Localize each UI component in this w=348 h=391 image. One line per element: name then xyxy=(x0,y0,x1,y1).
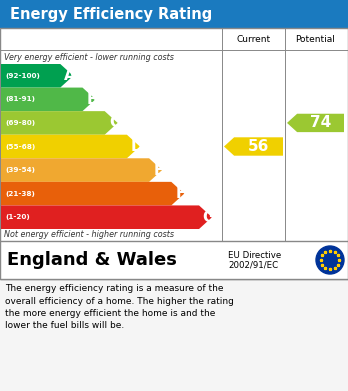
Polygon shape xyxy=(1,135,140,158)
Bar xyxy=(0,0,348,28)
Polygon shape xyxy=(287,114,344,132)
Polygon shape xyxy=(1,88,95,111)
Text: (92-100): (92-100) xyxy=(5,73,40,79)
Text: (55-68): (55-68) xyxy=(5,143,35,149)
Text: Energy Efficiency Rating: Energy Efficiency Rating xyxy=(10,7,212,22)
Text: (69-80): (69-80) xyxy=(5,120,35,126)
Text: (39-54): (39-54) xyxy=(5,167,35,173)
Bar xyxy=(0,28,348,279)
Polygon shape xyxy=(1,158,162,182)
Text: 56: 56 xyxy=(248,139,269,154)
Text: Potential: Potential xyxy=(295,34,335,43)
Text: (21-38): (21-38) xyxy=(5,191,35,197)
Text: Current: Current xyxy=(236,34,270,43)
Text: F: F xyxy=(176,186,186,201)
Bar xyxy=(0,241,348,279)
Text: G: G xyxy=(203,210,215,225)
Circle shape xyxy=(316,246,344,274)
Text: C: C xyxy=(109,115,120,131)
Text: England & Wales: England & Wales xyxy=(7,251,177,269)
Polygon shape xyxy=(1,182,184,205)
Text: EU Directive: EU Directive xyxy=(228,251,281,260)
Text: A: A xyxy=(64,68,76,83)
Text: Very energy efficient - lower running costs: Very energy efficient - lower running co… xyxy=(4,53,174,62)
Polygon shape xyxy=(1,111,118,135)
Text: E: E xyxy=(153,163,164,178)
Text: D: D xyxy=(130,139,143,154)
Text: Not energy efficient - higher running costs: Not energy efficient - higher running co… xyxy=(4,230,174,239)
Text: 74: 74 xyxy=(310,115,331,131)
Polygon shape xyxy=(1,205,212,229)
Text: The energy efficiency rating is a measure of the
overall efficiency of a home. T: The energy efficiency rating is a measur… xyxy=(5,284,234,330)
Polygon shape xyxy=(224,137,283,156)
Text: B: B xyxy=(86,92,98,107)
Polygon shape xyxy=(1,64,73,88)
Text: (81-91): (81-91) xyxy=(5,96,35,102)
Text: 2002/91/EC: 2002/91/EC xyxy=(228,260,278,269)
Text: (1-20): (1-20) xyxy=(5,214,30,220)
